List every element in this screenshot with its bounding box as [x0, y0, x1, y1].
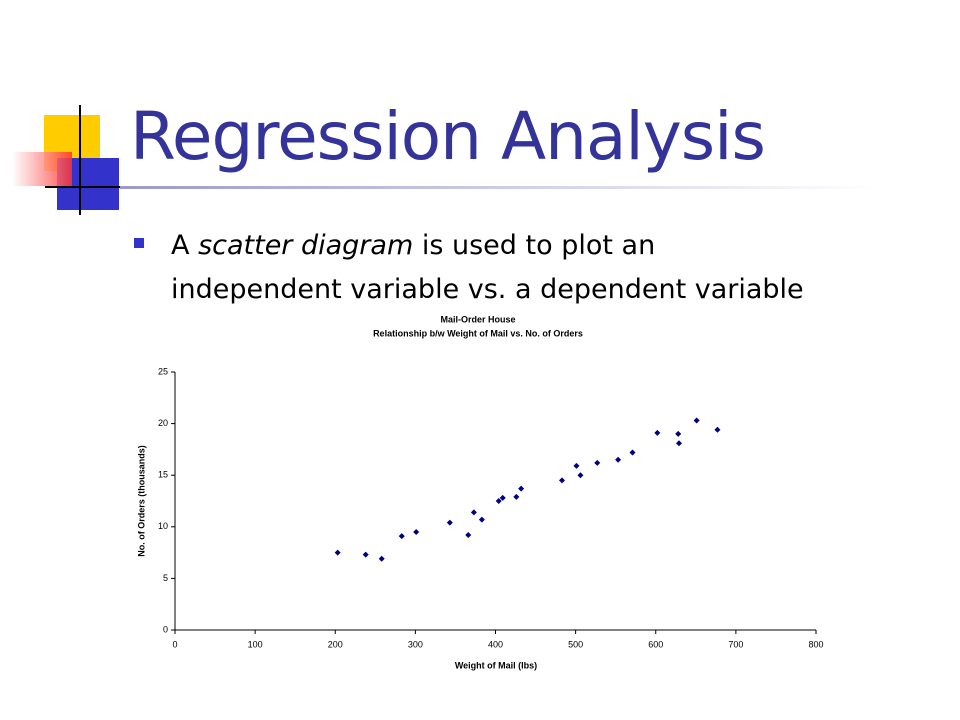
x-tick-label: 100	[248, 639, 263, 649]
point	[714, 426, 721, 433]
x-tick-label: 700	[728, 639, 743, 649]
point	[615, 456, 622, 463]
chart-title: Mail-Order House	[440, 314, 515, 324]
point	[362, 551, 369, 558]
title-rule	[120, 186, 880, 189]
bullet-marker	[134, 238, 144, 248]
chart-subtitle: Relationship b/w Weight of Mail vs. No. …	[373, 328, 583, 338]
x-tick-label: 600	[648, 639, 663, 649]
point	[594, 459, 601, 466]
text: is used to plot an independent variable …	[171, 230, 804, 305]
point	[478, 516, 485, 523]
point	[577, 472, 584, 479]
x-tick-label: 500	[568, 639, 583, 649]
point	[499, 494, 506, 501]
deco-square	[12, 152, 72, 186]
point	[465, 532, 472, 539]
x-tick-label: 300	[408, 639, 423, 649]
x-axis-label: Weight of Mail (lbs)	[455, 660, 537, 670]
point	[629, 449, 636, 456]
text-italic: scatter diagram	[198, 230, 414, 261]
point	[654, 429, 661, 436]
y-axis-label: No. of Orders (thousands)	[136, 445, 146, 557]
text: A	[171, 230, 199, 261]
point	[675, 440, 682, 447]
point	[693, 417, 700, 424]
y-tick-label: 20	[158, 418, 168, 428]
y-tick-label: 5	[163, 573, 168, 583]
point	[398, 533, 405, 540]
slide-title: Regression Analysis	[130, 98, 766, 175]
point	[413, 528, 420, 535]
x-tick-label: 800	[808, 639, 823, 649]
y-tick-label: 15	[158, 470, 168, 480]
point	[518, 485, 525, 492]
point	[446, 519, 453, 526]
x-tick-label: 400	[488, 639, 503, 649]
point	[378, 555, 385, 562]
bullet-text: A scatter diagram is used to plot an ind…	[171, 224, 811, 312]
y-tick-label: 25	[158, 366, 168, 376]
point	[334, 549, 341, 556]
y-tick-label: 10	[158, 521, 168, 531]
x-tick-label: 200	[328, 639, 343, 649]
point	[495, 498, 502, 504]
point	[573, 462, 580, 469]
point	[559, 477, 566, 484]
point	[513, 493, 520, 500]
x-tick-label: 0	[172, 639, 177, 649]
point	[675, 430, 682, 437]
y-tick-label: 0	[163, 624, 168, 634]
point	[470, 509, 477, 516]
